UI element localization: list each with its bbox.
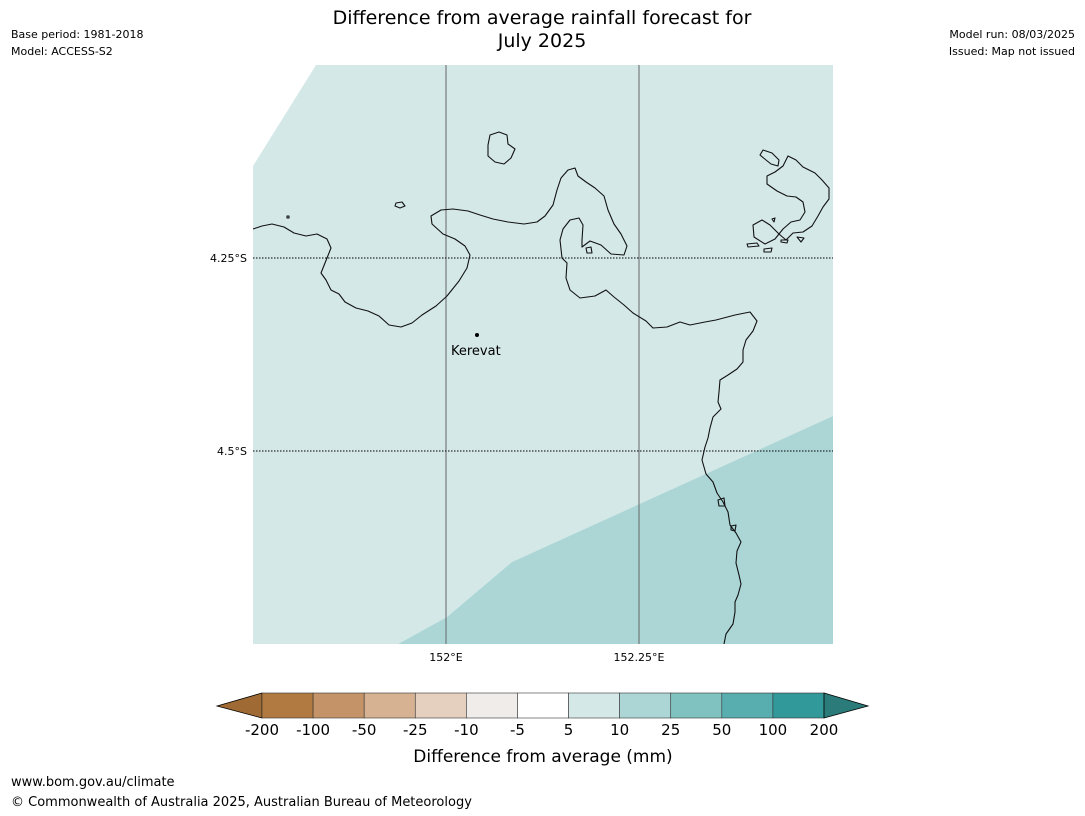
coast-island-2	[394, 201, 406, 209]
coast-duke-of-york	[752, 149, 830, 245]
issued-status: Issued: Map not issued	[948, 45, 1075, 58]
colorbar-tick-label: -25	[403, 721, 428, 739]
parallels	[253, 257, 833, 452]
map-figure: Kerevat 4.25°S 4.5°S 152°E 152.25°E -200…	[210, 65, 870, 767]
kerevat-label: Kerevat	[451, 344, 501, 359]
coast-island-1	[487, 131, 516, 165]
colorbar-cell	[568, 692, 620, 719]
title-line-1: Difference from average rainfall forecas…	[332, 7, 752, 29]
model-name: Model: ACCESS-S2	[11, 45, 113, 58]
footer-url[interactable]: www.bom.gov.au/climate	[11, 775, 175, 790]
coastline	[252, 131, 830, 645]
coast-islet-7	[717, 497, 726, 507]
coast-island-3	[286, 215, 290, 219]
coast-islet-3	[763, 247, 773, 253]
coast-islet-1	[771, 217, 776, 223]
colorbar-arrow-high	[823, 692, 870, 719]
coast-islet-2	[746, 242, 760, 248]
colorbar-cell	[312, 692, 365, 719]
colorbar-cell	[466, 692, 518, 719]
colorbar-tick-label: 10	[610, 721, 629, 739]
map-title: Difference from average rainfall forecas…	[242, 7, 842, 53]
lat-label-4-25: 4.25°S	[210, 252, 247, 265]
colorbar-ticks: -200 -100 -50 -25 -10 -5 5 10 25 50 100 200	[245, 721, 838, 739]
colorbar-cell	[619, 692, 672, 719]
meta-right: Model run: 08/03/2025 Issued: Map not is…	[949, 26, 1075, 60]
coast-islet-8	[730, 524, 737, 532]
lon-label-152-25: 152.25°E	[614, 651, 665, 664]
colorbar-tick-label: -5	[510, 721, 525, 739]
title-line-2: July 2025	[497, 30, 587, 52]
colorbar-tick-label: 100	[759, 721, 788, 739]
colorbar-cell	[772, 692, 825, 719]
colorbar-cell	[670, 692, 723, 719]
model-run: Model run: 08/03/2025	[949, 28, 1075, 41]
colorbar-cell	[261, 692, 314, 719]
colorbar-tick-label: -100	[296, 721, 330, 739]
coast-islet-6	[585, 246, 593, 254]
coastline-main	[252, 167, 758, 645]
colorbar-cell	[414, 692, 467, 719]
map-panel: Kerevat 4.25°S 4.5°S 152°E 152.25°E	[210, 65, 833, 664]
lon-label-152: 152°E	[429, 651, 462, 664]
region-10-to-25	[398, 416, 833, 644]
colorbar-tick-label: 50	[712, 721, 731, 739]
lat-label-4-5: 4.5°S	[217, 445, 247, 458]
coast-islet-4	[780, 239, 789, 244]
colorbar-tick-label: -200	[245, 721, 279, 739]
colorbar-tick-label: -50	[352, 721, 377, 739]
footer-copyright: © Commonwealth of Australia 2025, Austra…	[11, 795, 472, 810]
region-5-to-10	[253, 65, 833, 644]
colorbar-cells	[261, 692, 825, 719]
colorbar: -200 -100 -50 -25 -10 -5 5 10 25 50 100 200 Differe…	[215, 692, 870, 767]
base-period: Base period: 1981-2018	[11, 28, 144, 41]
colorbar-cell	[721, 692, 774, 719]
coast-islet-5	[796, 236, 805, 243]
colorbar-arrow-low	[215, 692, 263, 719]
colorbar-cell	[517, 692, 569, 719]
kerevat-marker	[475, 333, 479, 337]
colorbar-tick-label: 200	[810, 721, 839, 739]
colorbar-title: Difference from average (mm)	[413, 747, 672, 767]
colorbar-tick-label: 25	[661, 721, 680, 739]
colorbar-cell	[363, 692, 416, 719]
meridians	[445, 65, 640, 644]
colorbar-tick-label: -10	[454, 721, 479, 739]
colorbar-tick-label: 5	[564, 721, 574, 739]
meta-left: Base period: 1981-2018 Model: ACCESS-S2	[11, 26, 143, 60]
